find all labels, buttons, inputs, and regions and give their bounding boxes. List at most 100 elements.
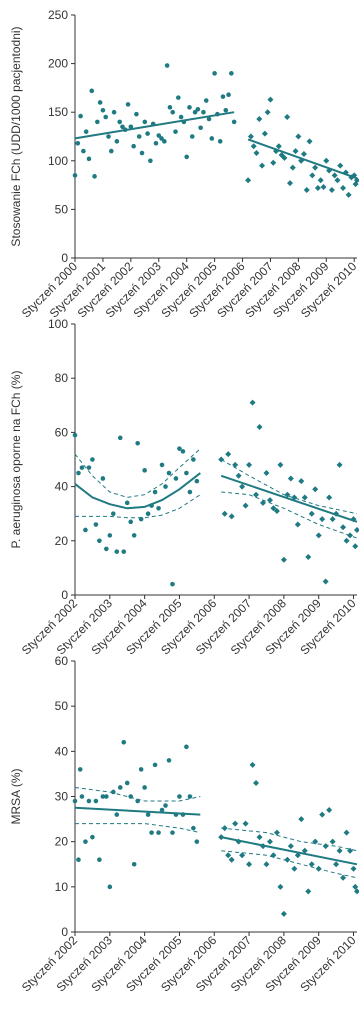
data-point: [86, 798, 92, 804]
y-axis-label: MRSA (%): [9, 768, 23, 824]
data-point-diamond: [329, 516, 336, 523]
data-point: [212, 71, 217, 76]
y-tick-label: 250: [48, 8, 68, 22]
data-point: [114, 812, 120, 817]
data-point: [124, 780, 130, 786]
data-point-diamond: [305, 554, 312, 561]
data-point-diamond: [298, 157, 305, 164]
data-point: [114, 549, 120, 554]
data-point-diamond: [336, 847, 343, 854]
y-tick-label: 0: [61, 251, 68, 265]
data-point-diamond: [225, 852, 232, 859]
data-point-diamond: [259, 162, 266, 169]
data-point-diamond: [354, 888, 359, 895]
data-point-diamond: [347, 847, 354, 854]
data-point-diamond: [295, 133, 302, 140]
data-point: [191, 825, 196, 831]
data-point-diamond: [308, 861, 315, 868]
data-point: [184, 744, 189, 750]
data-point-diamond: [232, 461, 239, 468]
data-point: [72, 798, 78, 804]
data-point: [215, 111, 220, 117]
data-point: [231, 119, 237, 125]
data-point-diamond: [323, 157, 330, 164]
data-point: [131, 861, 137, 867]
data-point-diamond: [326, 807, 333, 814]
data-point-diamond: [322, 843, 329, 850]
data-point-diamond: [261, 130, 268, 137]
data-point: [145, 131, 150, 136]
data-point-diamond: [305, 888, 312, 895]
data-point: [181, 119, 187, 125]
data-point-diamond: [270, 852, 277, 859]
data-point-diamond: [221, 510, 228, 517]
data-point-diamond: [239, 483, 246, 490]
data-point-diamond: [301, 494, 308, 501]
data-point: [79, 794, 85, 799]
data-point-diamond: [287, 475, 294, 482]
data-point-diamond: [218, 456, 225, 463]
data-point: [229, 71, 234, 76]
data-point: [209, 136, 215, 141]
data-point-diamond: [329, 838, 336, 845]
data-point-diamond: [333, 861, 340, 868]
data-point: [163, 484, 168, 489]
data-point-diamond: [249, 399, 256, 406]
data-point: [189, 134, 195, 139]
data-point: [77, 767, 83, 772]
data-point: [166, 758, 172, 763]
data-point: [176, 95, 181, 100]
data-point: [90, 457, 95, 462]
data-point: [195, 106, 201, 112]
data-point: [149, 830, 154, 835]
data-point: [217, 139, 223, 144]
data-point: [180, 449, 186, 454]
data-point: [125, 102, 131, 107]
data-point-diamond: [225, 451, 232, 458]
data-point: [97, 857, 102, 863]
data-point-diamond: [289, 164, 296, 171]
data-point-diamond: [249, 761, 256, 768]
data-point-diamond: [235, 472, 242, 479]
data-point-diamond: [319, 516, 326, 523]
data-point: [107, 884, 113, 890]
y-tick-label: 60: [55, 654, 69, 668]
data-point: [142, 468, 147, 473]
data-point: [121, 740, 127, 745]
y-tick-label: 60: [55, 425, 69, 439]
data-point: [220, 94, 226, 99]
data-point: [142, 785, 147, 790]
data-point: [150, 121, 156, 127]
data-point-diamond: [256, 423, 263, 430]
data-point-diamond: [263, 470, 270, 477]
data-point: [124, 500, 130, 506]
data-point: [86, 156, 92, 162]
data-point-diamond: [312, 838, 319, 845]
data-point: [170, 581, 175, 587]
data-point-diamond: [253, 779, 260, 786]
data-point: [163, 803, 168, 808]
y-tick-label: 10: [55, 880, 69, 894]
data-point: [187, 489, 193, 495]
data-point-diamond: [263, 861, 270, 868]
data-point: [120, 124, 125, 130]
data-point: [104, 794, 109, 799]
data-point: [167, 105, 173, 110]
data-point: [223, 107, 229, 113]
data-point-diamond: [277, 883, 284, 890]
data-point: [86, 465, 92, 470]
data-point: [100, 476, 106, 481]
data-point: [166, 470, 172, 476]
data-point: [79, 465, 85, 470]
data-point-diamond: [294, 852, 301, 859]
data-point-diamond: [343, 537, 350, 544]
data-point: [152, 762, 158, 768]
trend-line: [74, 472, 201, 510]
data-point-diamond: [267, 96, 274, 103]
data-point-diamond: [320, 184, 327, 191]
data-point: [201, 109, 206, 115]
data-point: [139, 150, 145, 156]
data-point-diamond: [273, 507, 280, 514]
data-point: [128, 124, 134, 130]
data-point: [110, 789, 116, 795]
